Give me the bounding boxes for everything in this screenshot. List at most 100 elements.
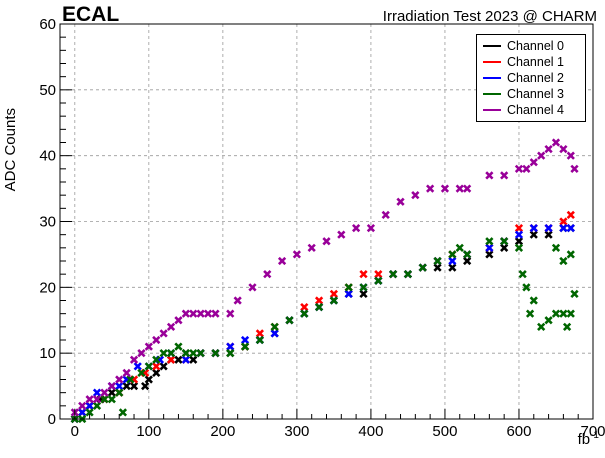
legend-swatch — [483, 45, 501, 47]
data-point — [78, 401, 87, 410]
data-point — [485, 237, 494, 246]
data-point — [152, 362, 161, 371]
tick-labels: 0 100 200 300 400 500 600 700 0 10 20 30 40 50 60 — [39, 16, 605, 440]
data-point — [518, 270, 527, 279]
y-axis-label: ADC Counts — [2, 108, 19, 192]
x-tick-label: 700 — [580, 423, 605, 440]
data-point — [485, 171, 494, 180]
data-point — [529, 158, 538, 167]
data-point — [433, 256, 442, 266]
data-point — [485, 250, 494, 259]
data-point — [463, 184, 472, 193]
data-point — [248, 283, 257, 292]
data-point — [152, 335, 161, 345]
x-tick-label: 300 — [284, 423, 309, 440]
data-point — [551, 138, 561, 147]
data-point — [522, 164, 531, 173]
x-axis-label: fb-1 — [578, 430, 599, 448]
series-0 — [70, 223, 575, 424]
data-point — [137, 368, 146, 378]
data-point — [126, 375, 135, 384]
data-point — [240, 342, 250, 351]
data-point — [344, 283, 353, 292]
data-point — [374, 276, 383, 285]
data-point — [500, 243, 509, 252]
data-point — [240, 335, 250, 345]
y-tick-label: 30 — [39, 214, 56, 231]
legend-label: Channel 0 — [507, 39, 564, 53]
data-point — [559, 144, 568, 154]
data-point — [174, 316, 183, 325]
data-point — [152, 368, 161, 378]
data-point — [144, 342, 153, 351]
data-point — [129, 381, 139, 391]
x-tick-label: 600 — [506, 423, 531, 440]
data-point — [359, 270, 368, 279]
data-point — [255, 335, 264, 345]
data-point — [396, 197, 405, 206]
data-point — [233, 296, 242, 305]
data-point — [107, 388, 116, 397]
data-point — [181, 355, 190, 364]
data-point — [448, 263, 457, 272]
data-point — [559, 223, 568, 233]
legend-item: Channel 2 — [483, 70, 564, 86]
legend-item: Channel 3 — [483, 86, 564, 102]
data-point — [544, 316, 553, 325]
data-point — [566, 210, 575, 220]
data-point — [485, 243, 494, 252]
data-point — [159, 349, 168, 358]
data-point — [118, 408, 128, 417]
legend-item: Channel 0 — [483, 38, 564, 54]
data-point — [141, 381, 150, 391]
data-point — [544, 223, 553, 233]
data-point — [122, 381, 131, 391]
x-tick-label: 500 — [432, 423, 457, 440]
data-point — [107, 381, 116, 391]
data-point — [329, 289, 339, 299]
data-point — [174, 355, 183, 364]
data-point — [337, 230, 346, 239]
legend-label: Channel 2 — [507, 71, 564, 85]
series-4 — [70, 138, 579, 417]
data-point — [463, 256, 472, 266]
data-point — [426, 184, 435, 193]
data-point — [189, 309, 198, 318]
data-point — [344, 289, 353, 299]
data-point — [381, 210, 390, 220]
data-point — [514, 223, 524, 233]
y-tick-label: 40 — [39, 148, 56, 165]
data-point — [122, 368, 131, 378]
y-tick-label: 60 — [39, 16, 56, 33]
data-point — [440, 184, 450, 193]
y-tick-label: 50 — [39, 82, 56, 99]
data-point — [92, 395, 102, 404]
data-point — [359, 283, 368, 292]
chart-title: Irradiation Test 2023 @ CHARM — [382, 8, 597, 25]
x-tick-label: 200 — [210, 423, 235, 440]
legend-item: Channel 4 — [483, 102, 564, 118]
y-tick-label: 0 — [48, 411, 56, 428]
data-point — [107, 395, 116, 404]
data-point — [226, 342, 235, 351]
data-point — [529, 223, 538, 233]
data-point — [85, 395, 94, 404]
data-point — [463, 250, 472, 259]
data-point — [455, 243, 464, 252]
data-point — [133, 362, 142, 371]
data-point — [359, 289, 368, 299]
x-axis-label-exponent: -1 — [590, 430, 599, 441]
data-point — [137, 349, 146, 358]
data-point — [403, 270, 413, 279]
data-point — [559, 309, 568, 318]
data-point — [226, 349, 235, 358]
data-point — [566, 151, 575, 160]
legend-label: Channel 3 — [507, 87, 564, 101]
data-point — [559, 256, 568, 266]
data-point — [544, 144, 553, 154]
axis-ticks — [59, 23, 594, 420]
data-point — [263, 270, 272, 279]
legend: Channel 0 Channel 1 Channel 2 Channel 3 … — [476, 34, 586, 122]
data-point — [389, 270, 398, 279]
data-point — [78, 408, 87, 417]
